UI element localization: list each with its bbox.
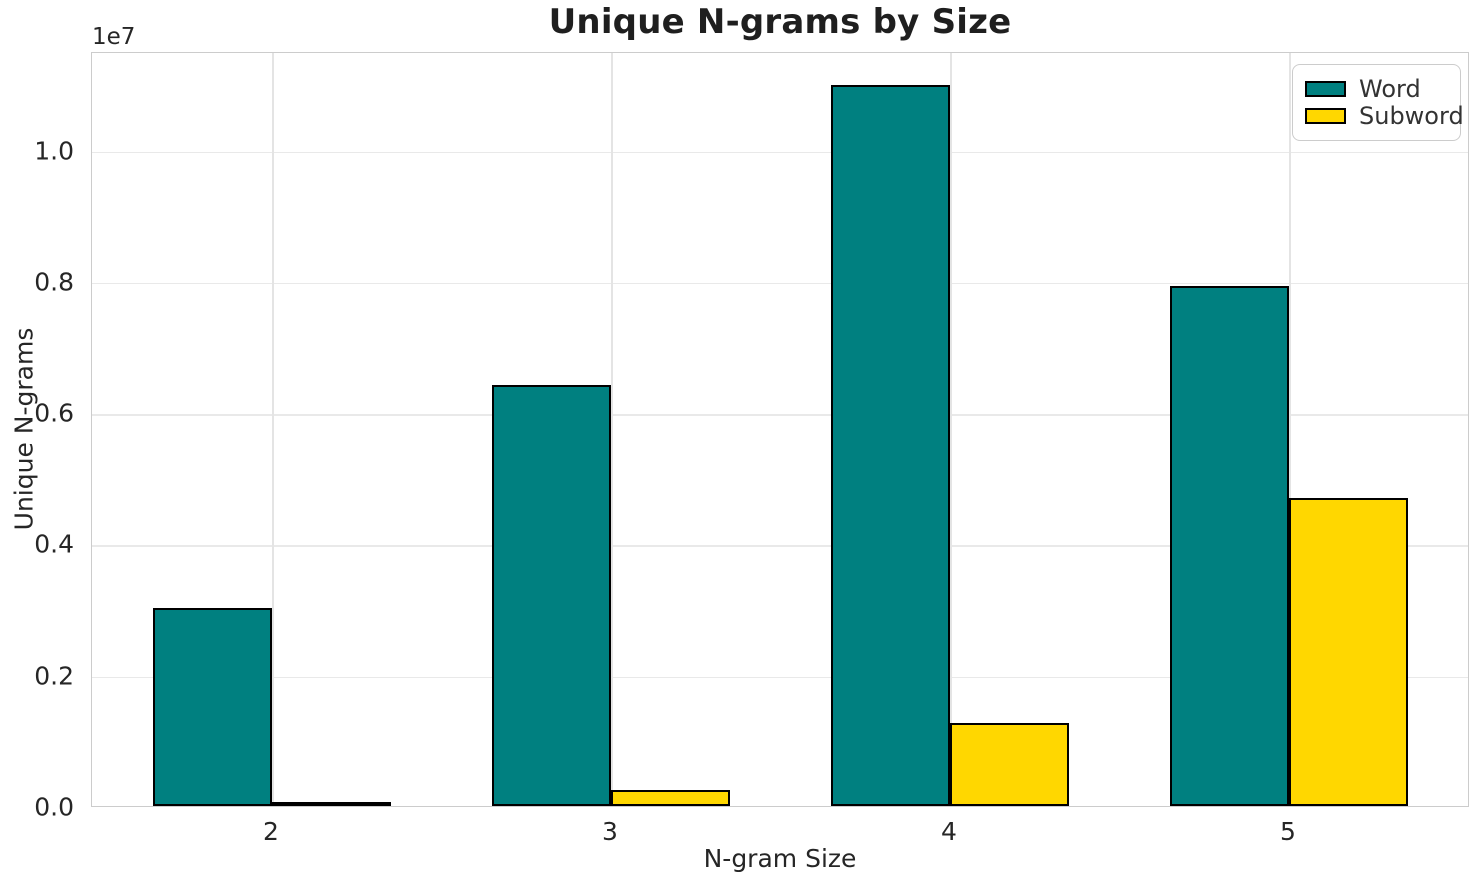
- y-axis-offset-text: 1e7: [92, 24, 136, 50]
- word-series-swatch: [1305, 81, 1346, 97]
- bar-subword-4: [950, 723, 1069, 806]
- legend-item-word: Word: [1305, 77, 1448, 101]
- bar-word-5: [1170, 286, 1289, 806]
- x-tick-label: 3: [602, 817, 618, 846]
- gridline-horizontal: [92, 151, 1468, 153]
- legend-item-subword: Subword: [1305, 104, 1464, 128]
- gridline-vertical: [1289, 53, 1291, 806]
- bar-subword-3: [611, 790, 730, 806]
- gridline-horizontal: [92, 282, 1468, 285]
- subword-series-swatch: [1305, 108, 1346, 124]
- legend-label-word: Word: [1359, 75, 1421, 103]
- gridline-horizontal: [92, 545, 1468, 547]
- y-tick-label: 0.0: [34, 792, 74, 822]
- x-tick-label: 2: [263, 817, 279, 846]
- x-tick-label: 5: [1280, 817, 1296, 846]
- gridline-horizontal: [92, 676, 1468, 679]
- legend: Word Subword: [1292, 64, 1464, 141]
- bar-word-4: [831, 85, 950, 806]
- x-axis-label: N-gram Size: [703, 844, 857, 873]
- chart-title: Unique N-grams by Size: [548, 2, 1012, 42]
- y-tick-label: 1.0: [34, 136, 74, 165]
- bar-word-2: [153, 608, 272, 806]
- y-tick-label: 0.4: [34, 529, 74, 559]
- gridline-vertical: [611, 53, 613, 806]
- plot-area: [91, 52, 1469, 807]
- legend-label-subword: Subword: [1359, 102, 1464, 130]
- gridline-horizontal: [92, 414, 1468, 416]
- gridline-vertical: [272, 53, 274, 806]
- bar-subword-5: [1289, 498, 1408, 806]
- bar-word-3: [492, 384, 611, 806]
- bar-subword-2: [272, 802, 391, 806]
- y-tick-label: 0.2: [34, 661, 74, 691]
- y-tick-label: 0.6: [34, 398, 74, 428]
- y-tick-label: 0.8: [34, 267, 74, 297]
- x-tick-label: 4: [941, 817, 957, 846]
- y-axis-label: Unique N-grams: [9, 327, 39, 531]
- gridline-vertical: [950, 53, 952, 806]
